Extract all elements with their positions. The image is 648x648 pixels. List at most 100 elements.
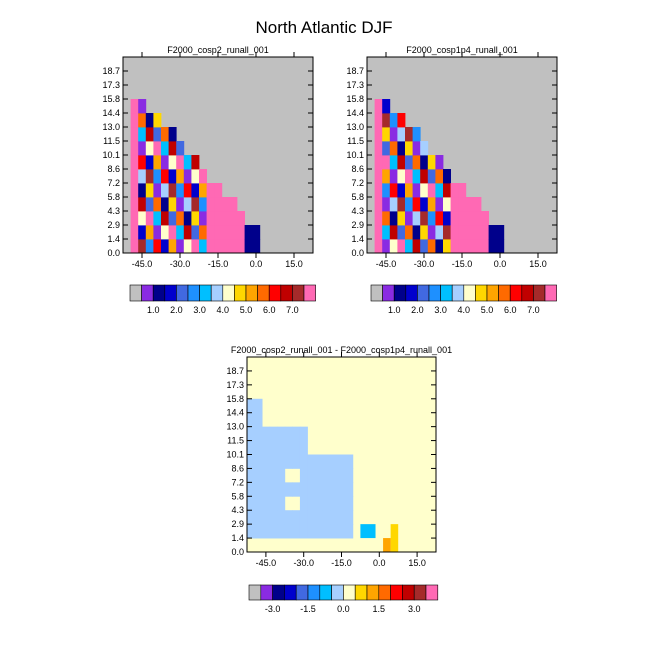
heatmap-cell bbox=[443, 239, 451, 254]
heatmap-cell bbox=[199, 225, 207, 240]
heatmap-cell bbox=[450, 211, 459, 226]
heatmap-cell bbox=[292, 440, 301, 455]
heatmap-cell bbox=[269, 426, 278, 441]
heatmap-cell bbox=[254, 524, 263, 539]
heatmap-cell bbox=[269, 454, 278, 469]
y-tick-label: 18.7 bbox=[226, 366, 244, 376]
heatmap-cell bbox=[247, 454, 255, 469]
heatmap-cell bbox=[389, 141, 398, 156]
heatmap-cell bbox=[145, 239, 154, 254]
colorbar-swatch bbox=[417, 284, 430, 302]
heatmap-cell bbox=[345, 482, 354, 497]
y-tick-label: 10.1 bbox=[102, 150, 120, 160]
colorbar-swatch bbox=[176, 284, 189, 302]
heatmap-cell bbox=[176, 155, 185, 170]
y-tick-label: 15.8 bbox=[346, 94, 364, 104]
heatmap-cell bbox=[153, 197, 162, 212]
heatmap-cell bbox=[247, 510, 255, 525]
heatmap-cell bbox=[206, 211, 215, 226]
heatmap-cell bbox=[252, 225, 261, 240]
colorbar-label: 2.0 bbox=[411, 305, 424, 315]
heatmap-cell bbox=[183, 183, 192, 198]
heatmap-cell bbox=[412, 127, 421, 142]
heatmap-cell bbox=[254, 426, 263, 441]
heatmap-cell bbox=[412, 225, 421, 240]
heatmap-cell bbox=[374, 127, 383, 142]
x-tick-label: -15.0 bbox=[452, 259, 473, 269]
colorbar-swatch bbox=[486, 284, 499, 302]
heatmap-cell bbox=[299, 426, 308, 441]
heatmap-cell bbox=[206, 197, 215, 212]
y-tick-label: 7.2 bbox=[107, 178, 120, 188]
heatmap-cell bbox=[229, 225, 238, 240]
heatmap-cell bbox=[269, 468, 278, 483]
y-tick-label: 13.0 bbox=[102, 122, 120, 132]
colorbar-label: 4.0 bbox=[217, 305, 230, 315]
y-tick-label: 4.3 bbox=[351, 206, 364, 216]
heatmap-cell bbox=[299, 454, 308, 469]
heatmap-cell bbox=[176, 197, 185, 212]
heatmap-cell bbox=[229, 197, 238, 212]
heatmap-cell bbox=[405, 155, 413, 170]
heatmap-cell bbox=[183, 197, 192, 212]
heatmap-cell bbox=[382, 155, 391, 170]
panel-cosp2: F2000_cosp2_runall_001 0.0 1.4 2.9 4.3 5.8 7.2… bbox=[102, 45, 316, 315]
colorbar-swatch bbox=[370, 284, 383, 302]
y-tick-label: 5.8 bbox=[351, 192, 364, 202]
heatmap-cell bbox=[145, 183, 154, 198]
heatmap-cell bbox=[307, 496, 316, 511]
heatmap-cell bbox=[481, 211, 489, 226]
heatmap-cell bbox=[382, 169, 391, 184]
heatmap-cell bbox=[153, 239, 162, 254]
heatmap-cell bbox=[191, 183, 200, 198]
y-tick-label: 7.2 bbox=[231, 477, 244, 487]
heatmap-cell bbox=[161, 225, 169, 240]
panel-title: F2000_cosp1p4_runall_001 bbox=[406, 45, 518, 55]
heatmap-cell bbox=[465, 225, 474, 240]
heatmap-cell bbox=[130, 183, 139, 198]
x-tick-label: 0.0 bbox=[373, 558, 386, 568]
heatmap-cell bbox=[315, 468, 323, 483]
heatmap-cell bbox=[450, 183, 459, 198]
heatmap-cell bbox=[138, 239, 147, 254]
heatmap-cell bbox=[130, 127, 139, 142]
y-tick-label: 0.0 bbox=[107, 248, 120, 258]
heatmap-cell bbox=[374, 155, 383, 170]
heatmap-cell bbox=[307, 468, 316, 483]
colorbar-swatch bbox=[393, 284, 407, 302]
heatmap-cell bbox=[161, 155, 169, 170]
heatmap-cell bbox=[292, 510, 301, 525]
heatmap-cell bbox=[330, 510, 339, 525]
heatmap-cell bbox=[382, 113, 391, 128]
heatmap-cell bbox=[138, 99, 147, 114]
y-tick-label: 18.7 bbox=[102, 66, 120, 76]
y-tick-label: 4.3 bbox=[107, 206, 120, 216]
colorbar-label: 5.0 bbox=[240, 305, 253, 315]
x-tick-label: 15.0 bbox=[285, 259, 303, 269]
x-tick-label: -45.0 bbox=[376, 259, 397, 269]
heatmap-cell bbox=[284, 426, 293, 441]
heatmap-cell bbox=[382, 127, 391, 142]
heatmap-cell bbox=[214, 197, 223, 212]
heatmap-cell bbox=[397, 127, 406, 142]
heatmap-cell bbox=[322, 496, 331, 511]
heatmap-cell bbox=[412, 183, 421, 198]
heatmap-cell bbox=[435, 225, 444, 240]
heatmap-cell bbox=[161, 127, 169, 142]
heatmap-cell bbox=[412, 155, 421, 170]
y-tick-label: 15.8 bbox=[226, 394, 244, 404]
heatmap-cell bbox=[153, 169, 162, 184]
colorbar-swatch bbox=[280, 284, 293, 302]
heatmap-cell bbox=[337, 454, 346, 469]
heatmap-cell bbox=[214, 183, 223, 198]
colorbar-swatch bbox=[378, 584, 391, 601]
heatmap-cell bbox=[374, 239, 383, 254]
heatmap-cell bbox=[397, 225, 406, 240]
heatmap-cell bbox=[237, 239, 245, 254]
heatmap-cell bbox=[292, 524, 301, 539]
heatmap-cell bbox=[176, 225, 185, 240]
heatmap-cell bbox=[277, 524, 286, 539]
heatmap-cell bbox=[292, 426, 301, 441]
heatmap-cell bbox=[138, 183, 147, 198]
heatmap-cell bbox=[345, 454, 354, 469]
